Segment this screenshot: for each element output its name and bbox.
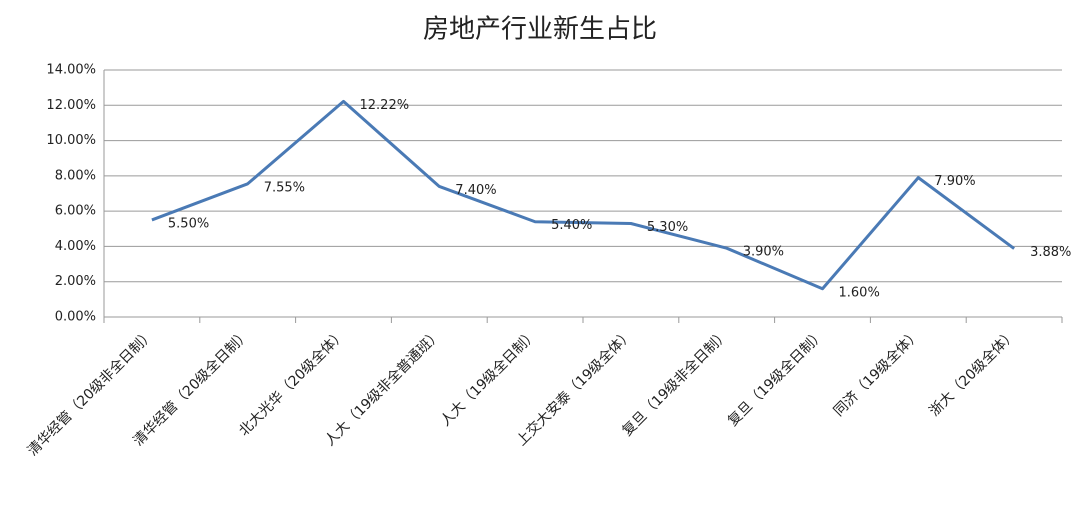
x-tick-label: 同济（19级全体） — [830, 326, 924, 420]
data-label: 7.40% — [455, 183, 496, 198]
y-tick-label: 12.00% — [46, 98, 96, 113]
y-tick-label: 0.00% — [55, 310, 96, 325]
y-tick-label: 10.00% — [46, 133, 96, 148]
x-tick-label: 浙大（20级全体） — [926, 326, 1020, 420]
x-tick-label: 北大光华（20级全体） — [235, 326, 349, 440]
x-tick-label: 人大（19级全日制） — [437, 326, 541, 430]
chart-title: 房地产行业新生占比 — [423, 15, 657, 45]
y-tick-label: 4.00% — [55, 239, 96, 254]
line — [151, 99, 1015, 291]
y-tick-label: 8.00% — [55, 168, 96, 183]
data-label: 7.55% — [264, 180, 305, 195]
y-tick-label: 2.00% — [55, 274, 96, 289]
data-label: 1.60% — [839, 285, 880, 300]
data-label: 7.90% — [934, 174, 975, 189]
data-label: 5.40% — [551, 218, 592, 233]
data-label: 3.88% — [1030, 245, 1071, 260]
x-tick-label: 复旦（19级全日制） — [724, 326, 828, 430]
data-label: 5.50% — [168, 216, 209, 231]
data-label: 5.30% — [647, 220, 688, 235]
data-label: 3.90% — [743, 245, 784, 260]
y-tick-label: 14.00% — [46, 63, 96, 78]
data-label: 12.22% — [360, 98, 410, 113]
y-tick-label: 6.00% — [55, 204, 96, 219]
x-tick-label: 复旦（19级非全日制） — [619, 326, 733, 440]
